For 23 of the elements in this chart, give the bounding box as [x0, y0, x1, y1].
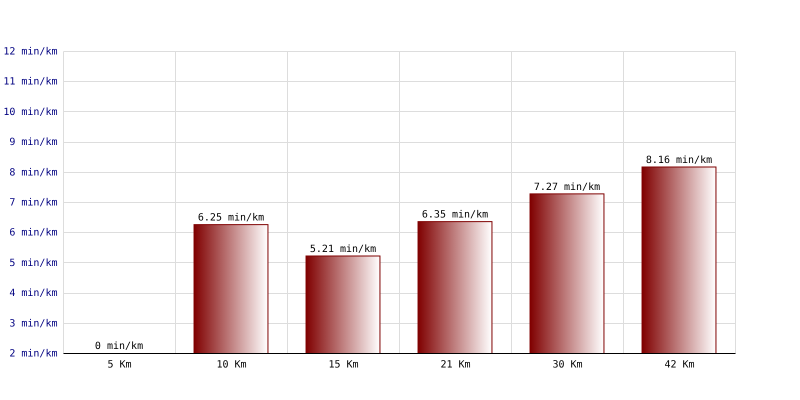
y-tick-label: 11 min/km [3, 76, 58, 88]
y-tick-label: 4 min/km [9, 288, 58, 300]
x-tick-label: 30 Km [552, 360, 583, 370]
data-label: 8.16 min/km [646, 154, 712, 166]
y-tick-label: 10 min/km [3, 106, 58, 118]
y-tick-label: 7 min/km [9, 198, 58, 208]
y-tick-label: 8 min/km [9, 167, 58, 178]
x-tick-label: 42 Km [664, 360, 695, 370]
data-label: 5.21 min/km [310, 244, 376, 256]
text: 0 min/km [94, 341, 144, 352]
y-tick-label: 5 min/km [9, 258, 58, 269]
y-tick-label: 9 min/km [9, 137, 58, 148]
data-label: 7.27 min/km [534, 182, 600, 193]
data-label: 6.35 min/km [422, 210, 488, 221]
data-label: 6.25 min/km [198, 212, 264, 224]
y-tick-label: 12 min/km [3, 46, 58, 58]
x-tick-label: 21 Km [440, 360, 471, 370]
y-tick-label: 2 min/km [9, 348, 58, 360]
x-tick-label: 15 Km [328, 360, 359, 370]
x-tick-label: 5 Km [107, 360, 132, 370]
y-tick-label: 3 min/km [9, 318, 58, 330]
y-tick-label: 6 min/km [9, 228, 58, 239]
x-tick-label: 10 Km [216, 360, 247, 370]
